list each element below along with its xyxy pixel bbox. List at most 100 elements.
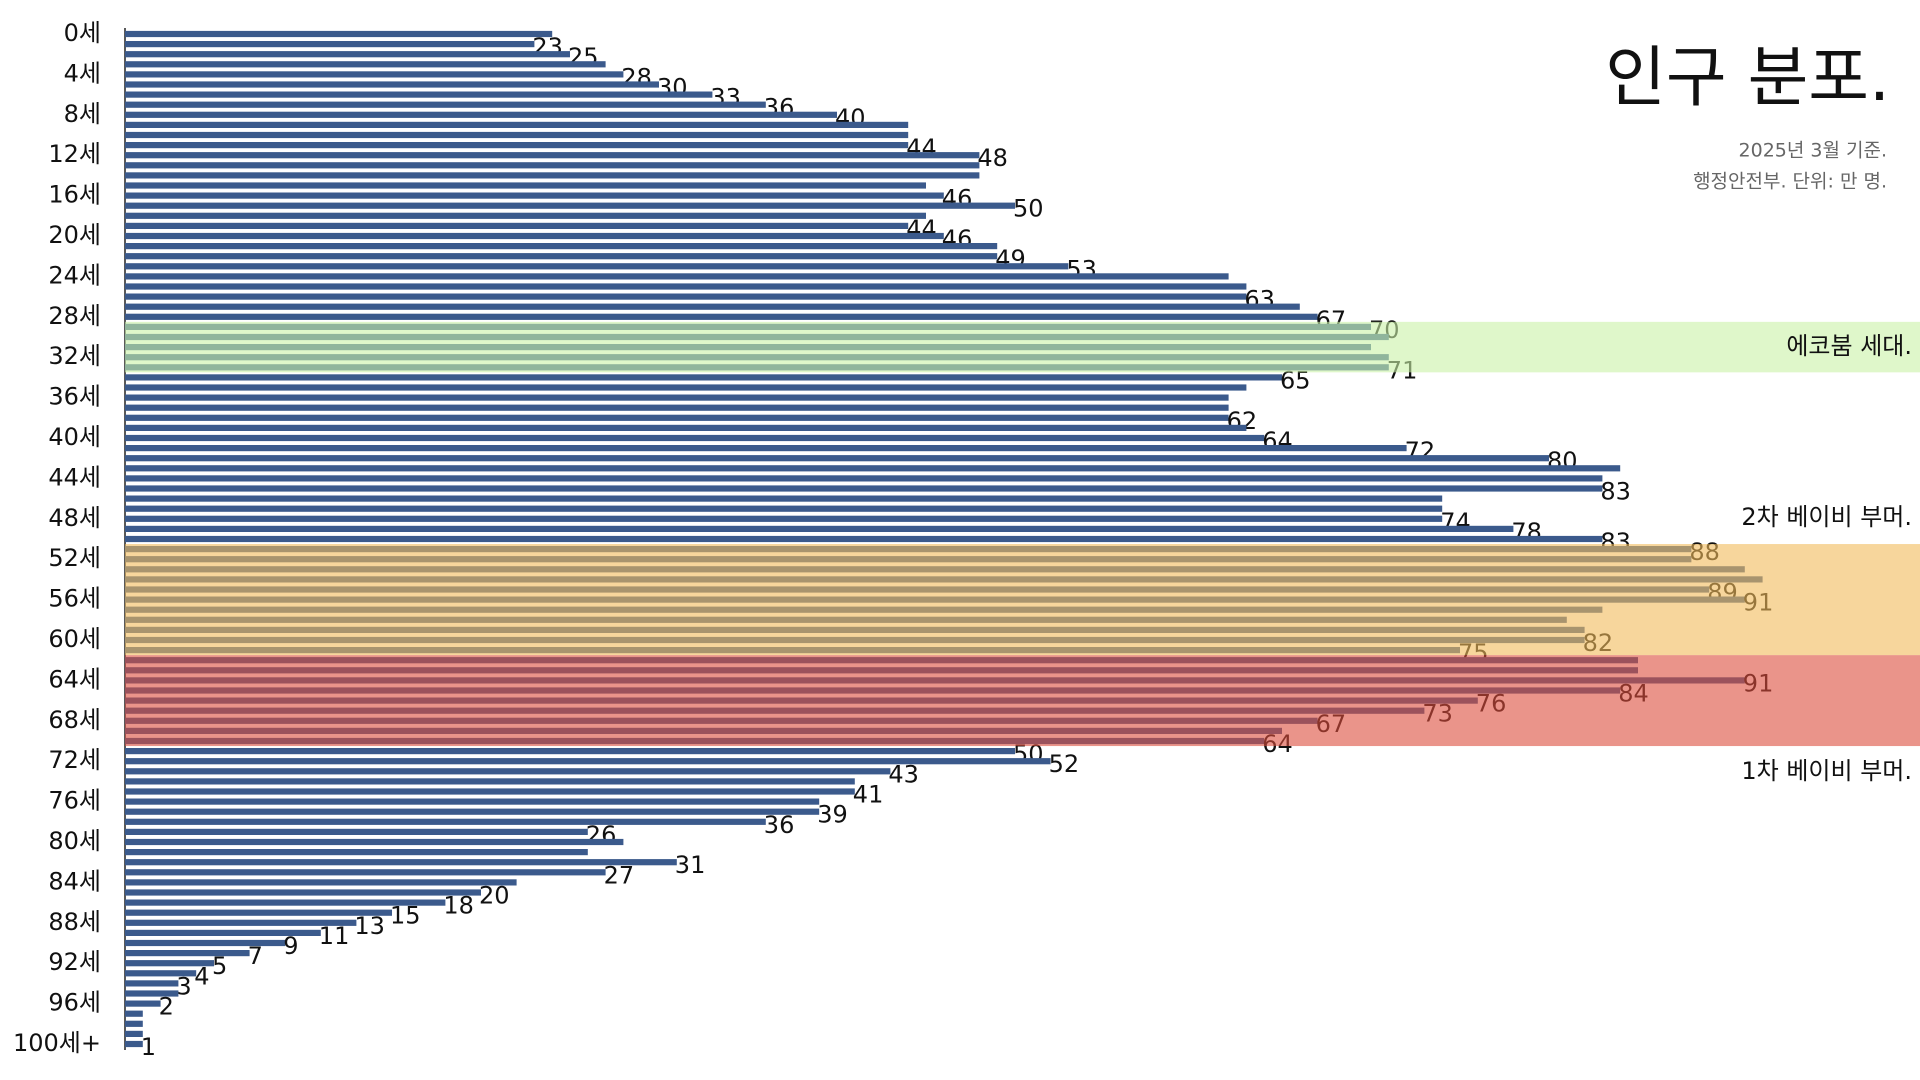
bar xyxy=(125,515,1443,522)
bar xyxy=(125,293,1247,300)
bar xyxy=(125,838,624,846)
y-tick-label: 40세 xyxy=(48,423,101,451)
bar xyxy=(125,768,891,775)
value-label: 18 xyxy=(443,892,474,920)
bar xyxy=(125,41,535,48)
value-label: 27 xyxy=(604,861,635,889)
y-tick-label: 48세 xyxy=(48,504,101,532)
value-label: 15 xyxy=(390,902,421,930)
bar xyxy=(125,445,1407,452)
bar xyxy=(125,232,944,240)
bar xyxy=(125,808,820,815)
bar xyxy=(125,414,1229,421)
y-tick-label: 84세 xyxy=(48,867,101,895)
y-tick-label: 96세 xyxy=(48,989,101,1017)
value-label: 4 xyxy=(194,962,209,990)
bar xyxy=(125,182,926,189)
bar xyxy=(125,121,909,128)
bar xyxy=(125,960,214,967)
value-label: 36 xyxy=(764,811,795,839)
bar xyxy=(125,101,766,108)
band-label: 2차 베이비 부머. xyxy=(1741,503,1912,531)
bar xyxy=(125,475,1603,482)
y-tick-label: 56세 xyxy=(48,585,101,613)
bar xyxy=(125,303,1300,310)
bar xyxy=(125,162,980,169)
bar xyxy=(125,313,1318,320)
bar xyxy=(125,61,606,68)
bar xyxy=(125,253,998,260)
value-label: 48 xyxy=(977,144,1008,172)
bar xyxy=(125,1020,143,1027)
value-label: 52 xyxy=(1049,750,1080,778)
bar xyxy=(125,758,1051,765)
bar xyxy=(125,879,517,886)
y-tick-label: 88세 xyxy=(48,908,101,936)
bar xyxy=(125,525,1514,532)
bar xyxy=(125,212,926,219)
value-label: 3 xyxy=(176,972,191,1000)
bar xyxy=(125,51,570,58)
y-tick-label: 92세 xyxy=(48,948,101,976)
y-tick-label: 76세 xyxy=(48,787,101,815)
value-label: 1 xyxy=(141,1033,156,1061)
subtitle: 행정안전부. 단위: 만 명. xyxy=(1693,171,1887,193)
bar xyxy=(125,798,820,805)
value-label: 2 xyxy=(159,993,174,1021)
y-tick-label: 16세 xyxy=(48,181,101,209)
bar xyxy=(125,1010,143,1017)
bar xyxy=(125,91,713,98)
bar xyxy=(125,404,1229,411)
y-tick-label: 4세 xyxy=(64,59,101,87)
bar xyxy=(125,192,944,199)
value-label: 50 xyxy=(1013,195,1044,223)
bar xyxy=(125,970,197,977)
bar xyxy=(125,243,998,250)
bar xyxy=(125,1040,143,1048)
bar xyxy=(125,849,588,856)
bar xyxy=(125,828,588,835)
subtitle: 2025년 3월 기준. xyxy=(1739,140,1887,162)
highlight-band xyxy=(125,544,1920,656)
bar xyxy=(125,222,909,229)
bar xyxy=(125,748,1015,755)
y-tick-label: 44세 xyxy=(48,463,101,491)
bar xyxy=(125,131,909,139)
bar xyxy=(125,1000,161,1007)
y-tick-label: 36세 xyxy=(48,383,101,411)
bar xyxy=(125,899,446,906)
bar xyxy=(125,990,179,997)
value-label: 13 xyxy=(354,912,385,940)
value-label: 43 xyxy=(888,760,919,788)
y-tick-label: 8세 xyxy=(64,100,101,128)
bar xyxy=(125,71,624,78)
bar xyxy=(125,465,1621,472)
bar xyxy=(125,919,357,926)
value-label: 83 xyxy=(1600,478,1631,506)
y-tick-label: 68세 xyxy=(48,706,101,734)
bar xyxy=(125,394,1229,401)
bar xyxy=(125,859,677,866)
bar xyxy=(125,434,1265,442)
y-tick-label: 100세+ xyxy=(13,1029,101,1057)
y-tick-label: 12세 xyxy=(48,140,101,168)
bar xyxy=(125,505,1443,512)
bar xyxy=(125,869,606,876)
bar xyxy=(125,485,1603,492)
y-tick-label: 28세 xyxy=(48,302,101,330)
bar xyxy=(125,374,1282,381)
bar xyxy=(125,152,980,159)
bar xyxy=(125,455,1549,462)
value-label: 11 xyxy=(319,922,350,950)
bar xyxy=(125,424,1247,431)
highlight-band xyxy=(125,655,1920,747)
band-label: 에코붐 세대. xyxy=(1786,332,1912,360)
bar xyxy=(125,535,1603,543)
bar xyxy=(125,263,1069,270)
bar xyxy=(125,980,179,987)
y-tick-label: 60세 xyxy=(48,625,101,653)
y-tick-label: 24세 xyxy=(48,261,101,289)
bar xyxy=(125,202,1015,209)
y-tick-label: 20세 xyxy=(48,221,101,249)
band-label: 1차 베이비 부머. xyxy=(1741,757,1912,785)
